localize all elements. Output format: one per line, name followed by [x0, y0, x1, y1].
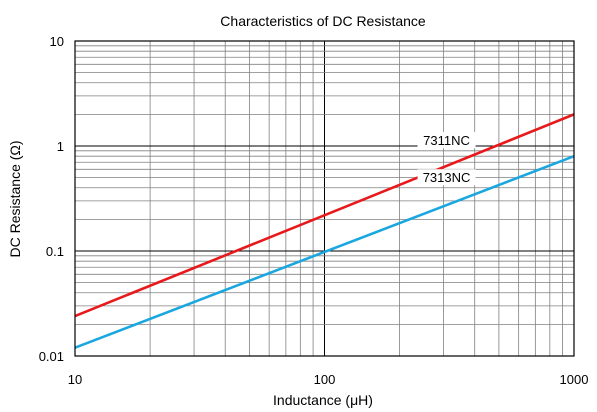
grid — [75, 41, 574, 356]
chart-title: Characteristics of DC Resistance — [220, 13, 426, 29]
y-axis-title: DC Resistance (Ω) — [7, 140, 23, 257]
series-label-7313NC: 7313NC — [423, 170, 471, 185]
series-label-bg — [417, 132, 476, 149]
y-tick-labels: 0.01 0.1 1 10 — [39, 34, 64, 364]
y-tick-label: 0.01 — [39, 349, 64, 364]
y-tick-label: 1 — [57, 139, 64, 154]
plot-frame — [74, 40, 575, 357]
series-line-7311NC — [74, 113, 575, 318]
series-label-bg — [417, 169, 476, 186]
x-tick-label: 10 — [68, 372, 82, 387]
y-tick-label: 10 — [50, 34, 64, 49]
x-tick-labels: 10 100 1000 — [68, 372, 589, 387]
x-tick-label: 1000 — [560, 372, 589, 387]
x-axis-title: Inductance (μH) — [273, 392, 373, 408]
series-label-7311NC: 7311NC — [423, 133, 470, 148]
y-tick-label: 0.1 — [46, 244, 64, 259]
series-labels: 7311NC 7313NC — [417, 132, 476, 186]
x-tick-label: 100 — [314, 372, 336, 387]
series-lines — [74, 113, 575, 349]
series-line-7313NC — [74, 154, 575, 349]
